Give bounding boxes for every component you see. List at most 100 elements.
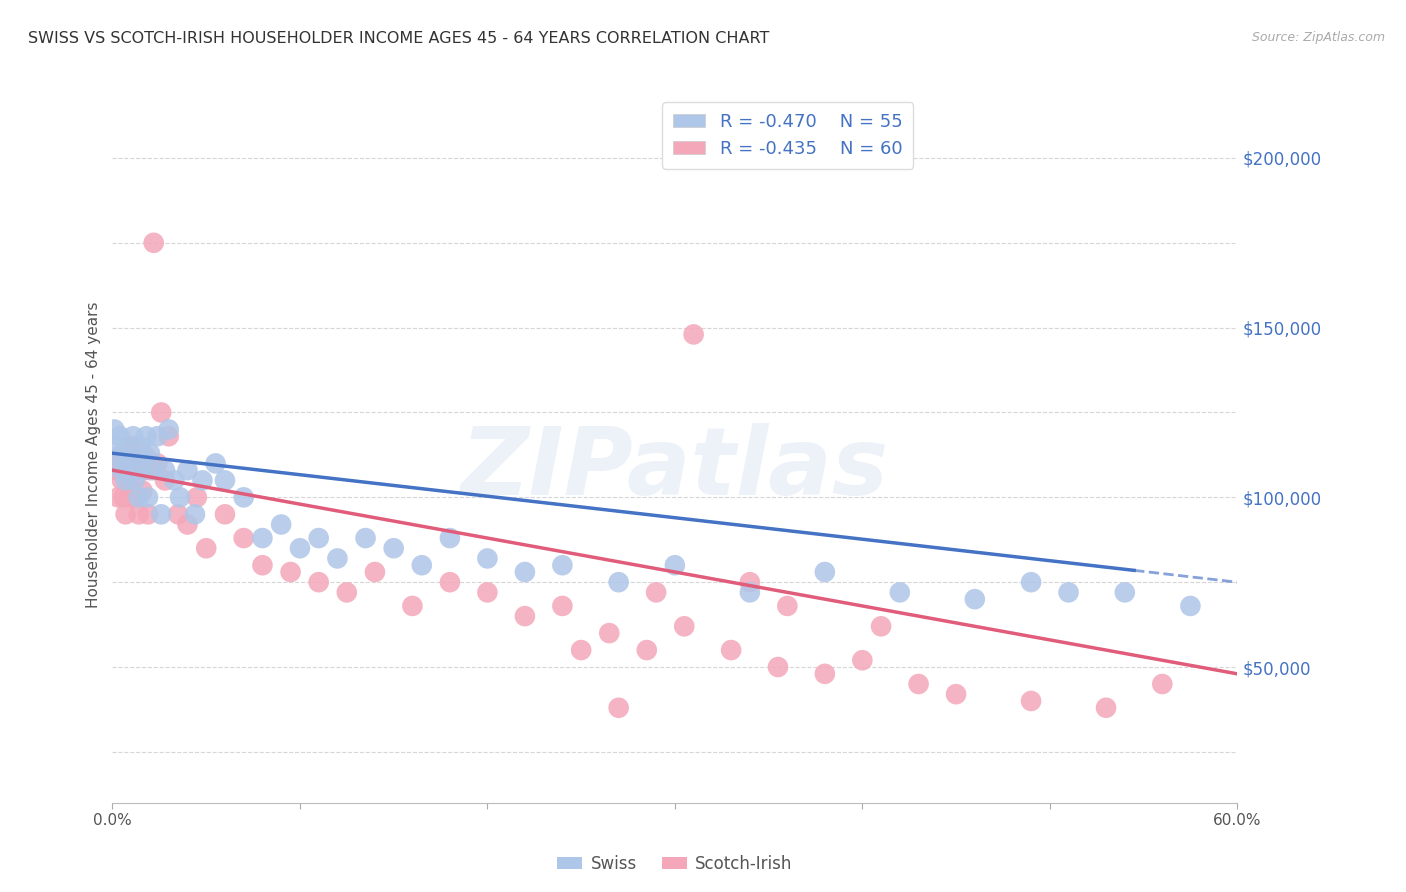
Point [108,429,131,443]
Point [963,592,986,607]
Point [117,457,139,471]
Point [945,687,967,701]
Point [139,463,162,477]
Point [851,653,873,667]
Point [270,517,292,532]
Point [112,491,135,505]
Point [551,599,574,613]
Point [214,474,236,488]
Point [114,508,136,522]
Point [569,643,592,657]
Point [176,463,198,477]
Point [117,439,139,453]
Point [129,457,152,471]
Point [738,585,761,599]
Point [135,450,157,464]
Point [157,422,180,436]
Point [118,450,141,464]
Point [598,626,620,640]
Point [176,517,198,532]
Point [673,619,696,633]
Point [907,677,929,691]
Point [382,541,405,556]
Point [139,446,162,460]
Point [157,429,180,443]
Text: Source: ZipAtlas.com: Source: ZipAtlas.com [1251,31,1385,45]
Point [682,327,704,342]
Point [131,483,153,498]
Point [105,439,128,453]
Point [766,660,789,674]
Point [280,565,302,579]
Point [1114,585,1136,599]
Point [336,585,359,599]
Point [1180,599,1202,613]
Point [1095,700,1118,714]
Point [186,491,208,505]
Point [134,450,156,464]
Point [167,508,190,522]
Point [114,474,136,488]
Point [814,565,837,579]
Point [607,700,630,714]
Point [870,619,893,633]
Point [738,575,761,590]
Point [1019,694,1042,708]
Text: SWISS VS SCOTCH-IRISH HOUSEHOLDER INCOME AGES 45 - 64 YEARS CORRELATION CHART: SWISS VS SCOTCH-IRISH HOUSEHOLDER INCOME… [28,31,769,46]
Point [252,531,274,545]
Point [1057,585,1080,599]
Point [513,565,536,579]
Point [814,666,837,681]
Point [150,405,173,419]
Point [111,474,134,488]
Point [477,551,499,566]
Point [232,531,254,545]
Point [169,491,191,505]
Point [124,491,146,505]
Point [326,551,349,566]
Legend: Swiss, Scotch-Irish: Swiss, Scotch-Irish [551,848,799,880]
Point [125,463,148,477]
Point [146,457,169,471]
Point [720,643,742,657]
Point [122,429,145,443]
Point [477,585,499,599]
Point [308,575,330,590]
Point [1152,677,1174,691]
Point [118,474,141,488]
Point [120,463,142,477]
Point [142,463,165,477]
Point [364,565,387,579]
Point [776,599,799,613]
Point [204,457,226,471]
Point [105,463,128,477]
Point [288,541,311,556]
Point [108,450,131,464]
Point [607,575,630,590]
Point [146,429,169,443]
Point [125,457,148,471]
Point [354,531,377,545]
Point [214,508,236,522]
Point [232,491,254,505]
Point [401,599,423,613]
Point [308,531,330,545]
Point [111,463,134,477]
Point [142,235,165,250]
Point [150,508,173,522]
Point [120,491,142,505]
Text: ZIPatlas: ZIPatlas [461,423,889,515]
Y-axis label: Householder Income Ages 45 - 64 years: Householder Income Ages 45 - 64 years [86,301,101,608]
Point [191,474,214,488]
Point [112,457,135,471]
Point [107,491,129,505]
Point [252,558,274,573]
Point [124,474,146,488]
Point [551,558,574,573]
Point [136,491,159,505]
Point [439,531,461,545]
Point [889,585,911,599]
Point [153,463,176,477]
Point [103,422,125,436]
Point [1019,575,1042,590]
